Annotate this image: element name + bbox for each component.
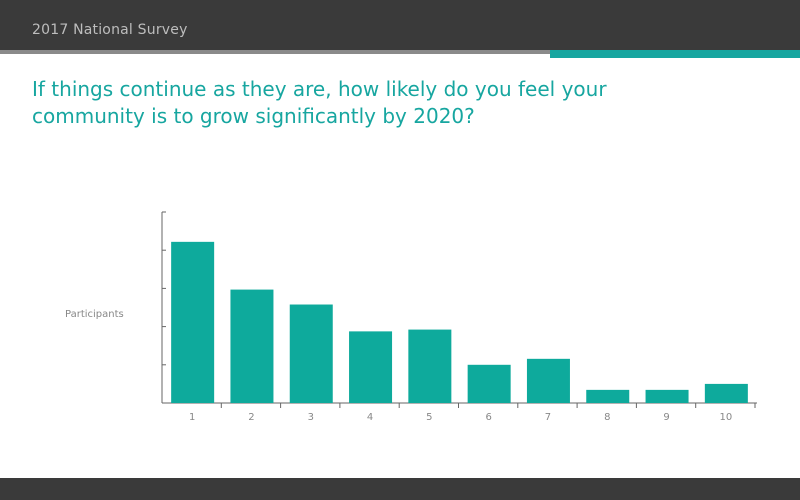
x-tick-label-9: 9 [663,412,669,423]
header-accent-gray [0,50,550,54]
footer-bar [0,478,800,500]
bar-5 [408,329,452,403]
x-tick-label-6: 6 [485,412,491,423]
bar-2 [230,289,274,403]
bar-6 [467,364,511,403]
bar-7 [526,358,570,403]
y-axis-label: Participants [65,309,124,320]
header-accent-teal [550,50,800,58]
bar-8 [586,389,630,403]
bar-9 [645,389,689,403]
bar-4 [349,331,393,403]
x-tick-label-8: 8 [604,412,610,423]
bar-10 [704,383,748,403]
bar-3 [289,304,333,403]
header-bar [0,0,800,50]
survey-question: If things continue as they are, how like… [32,77,607,128]
x-tick-label-10: 10 [719,412,732,423]
header-title: 2017 National Survey [32,22,188,38]
x-tick-label-3: 3 [308,412,314,423]
x-tick-label-1: 1 [189,412,195,423]
bar-1 [171,241,215,403]
x-tick-label-5: 5 [426,412,432,423]
x-tick-label-7: 7 [545,412,551,423]
x-tick-label-2: 2 [248,412,254,423]
x-tick-label-4: 4 [367,412,373,423]
